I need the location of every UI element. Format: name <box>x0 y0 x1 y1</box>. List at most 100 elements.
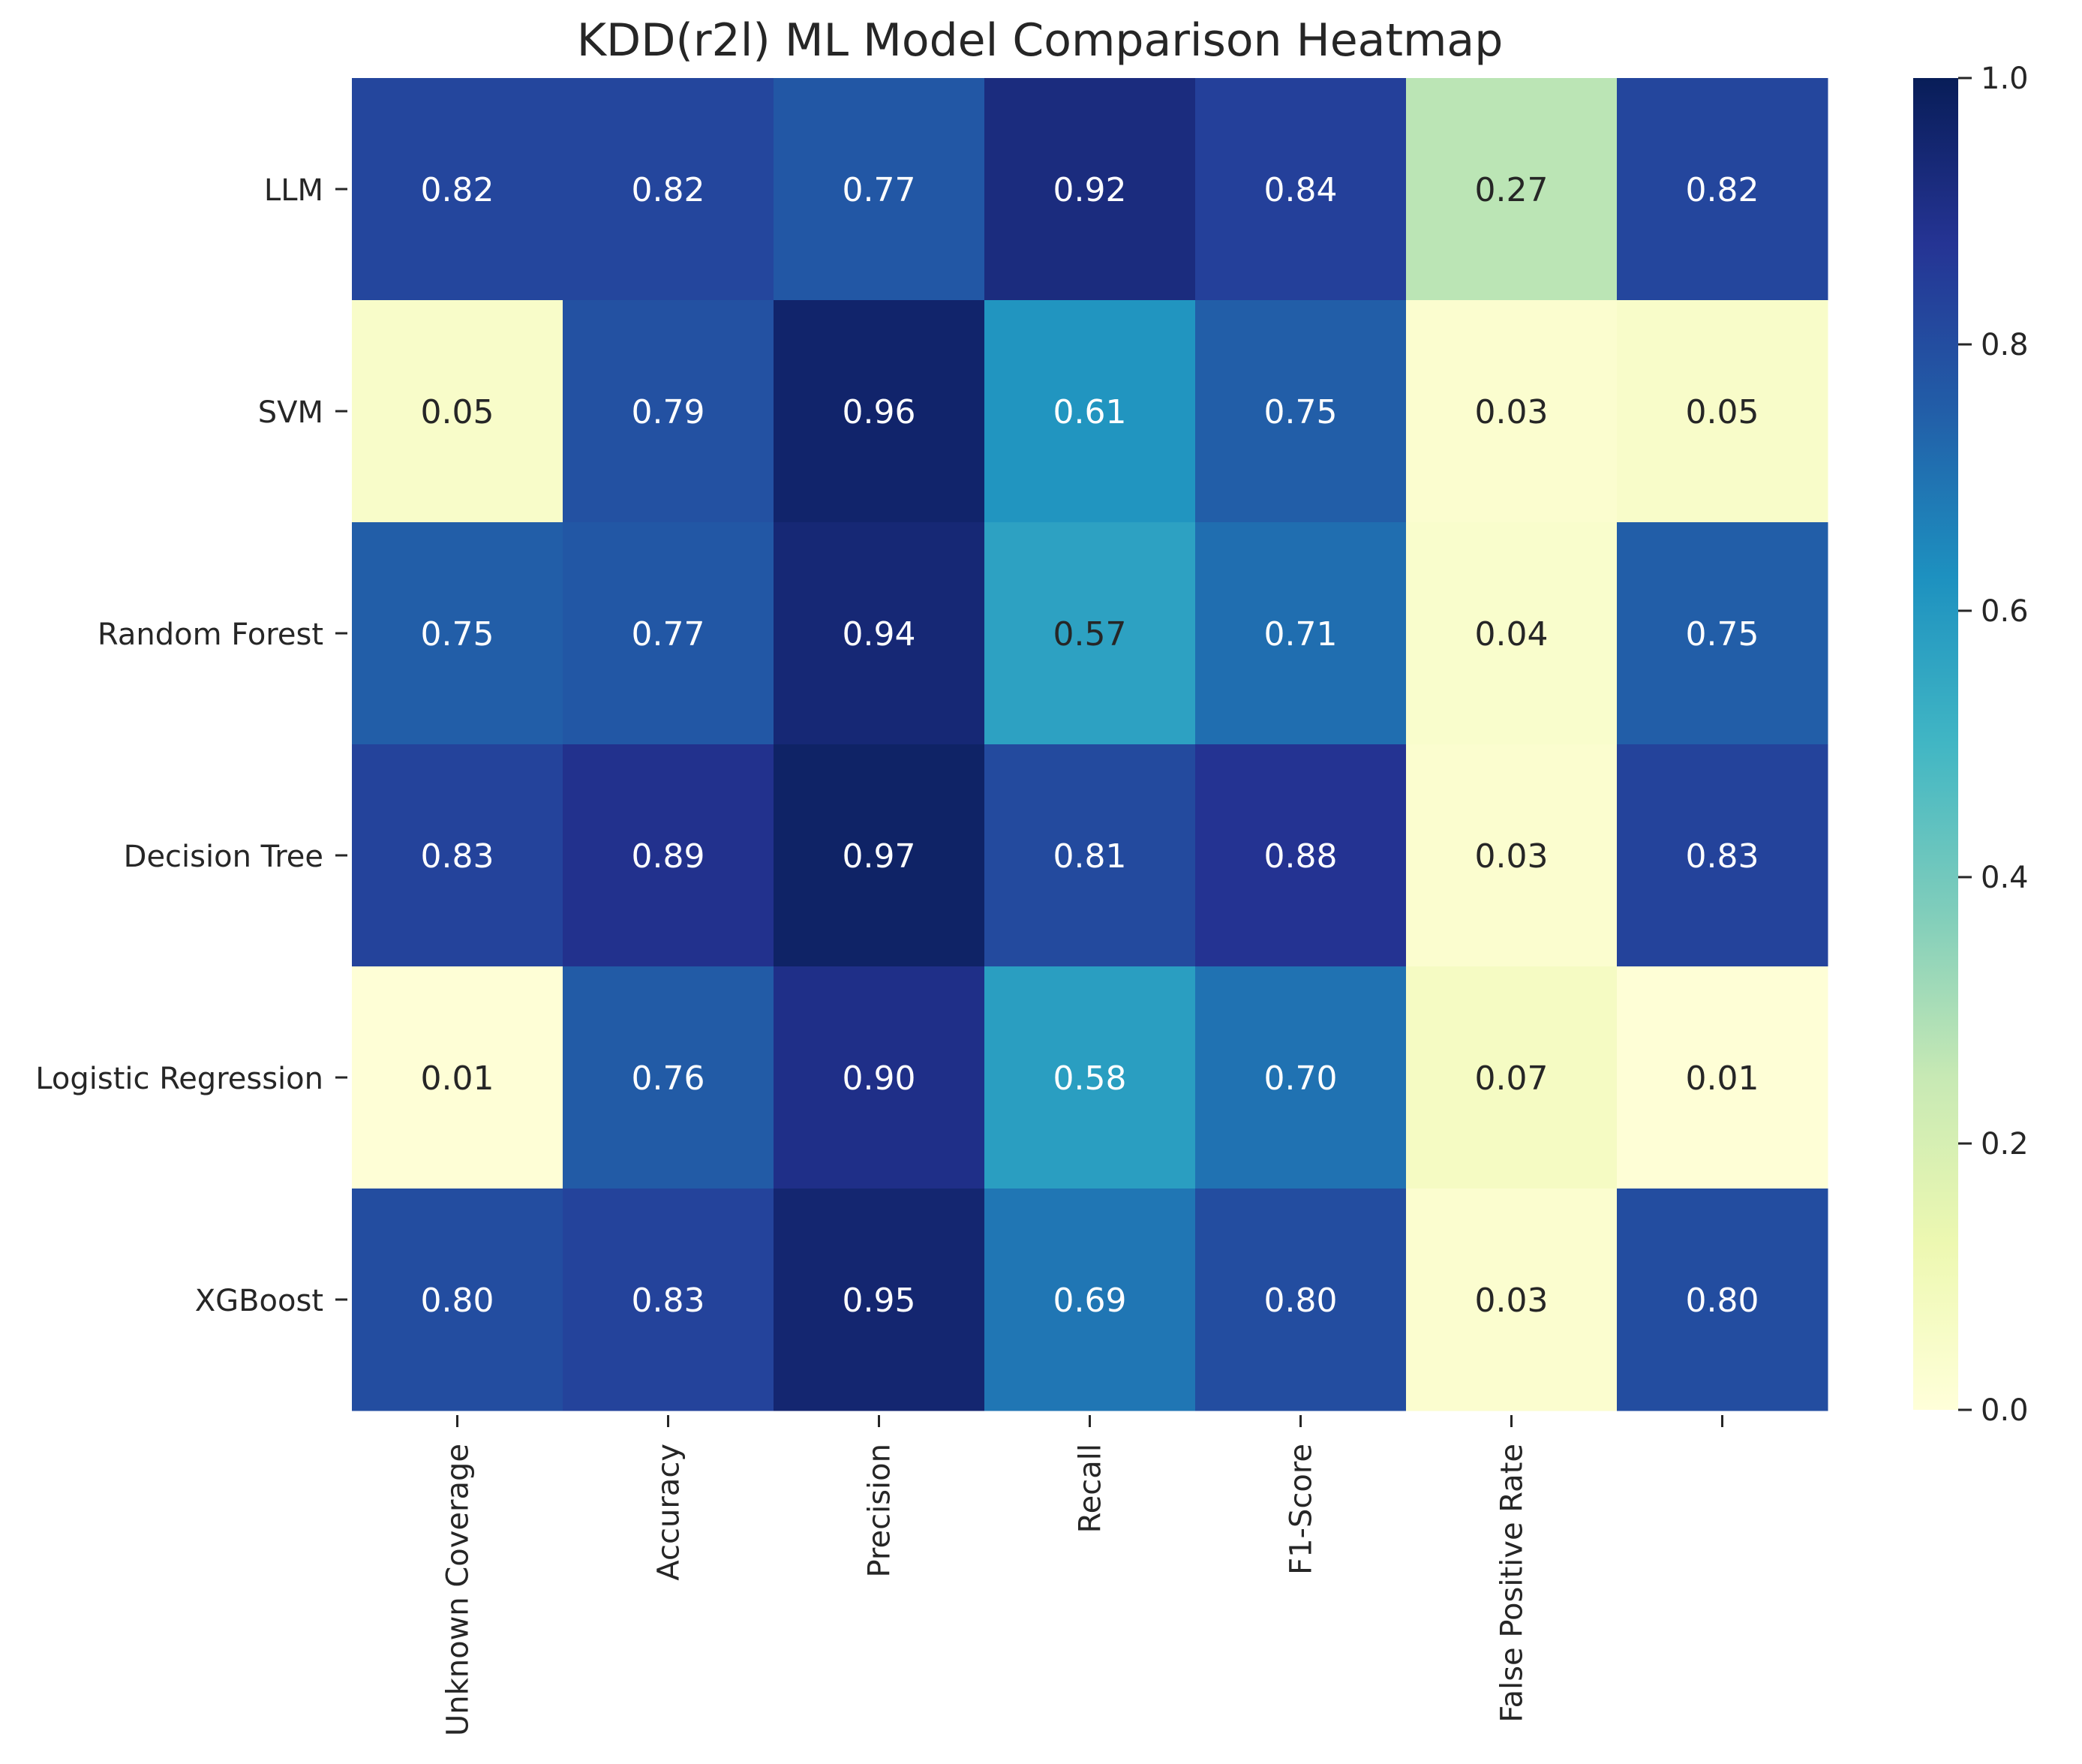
cell-value-label: 0.83 <box>421 837 494 876</box>
heatmap-cell <box>1406 522 1618 745</box>
colorbar-ticks: 0.0 0.2 0.4 0.6 0.8 1.0 <box>1958 62 2029 1428</box>
cell-value-label: 0.57 <box>1053 615 1127 654</box>
cell-value-label: 0.94 <box>843 615 916 654</box>
colorbar <box>1913 78 1958 1410</box>
column-label: F1-Score <box>1284 1444 1319 1575</box>
cell-value-label: 0.83 <box>1686 837 1759 876</box>
chart-title: KDD(r2l) ML Model Comparison Heatmap <box>577 14 1504 67</box>
heatmap-cell <box>563 300 774 523</box>
colorbar-tick-label: 0.6 <box>1981 594 2029 629</box>
heatmap-cell <box>352 300 563 523</box>
cell-value-label: 0.75 <box>421 615 494 654</box>
heatmap-cell <box>984 522 1196 745</box>
heatmap-cell <box>984 1189 1196 1411</box>
heatmap-cell <box>774 522 985 745</box>
heatmap-cell <box>984 966 1196 1189</box>
heatmap-cell <box>984 300 1196 523</box>
heatmap-cell <box>1195 78 1407 301</box>
heatmap-cell <box>1406 78 1618 301</box>
cell-value-label: 0.79 <box>632 393 705 431</box>
heatmap-cell <box>352 522 563 745</box>
cell-value-label: 0.75 <box>1686 615 1759 654</box>
heatmap-cell <box>1406 1189 1618 1411</box>
heatmap-cell <box>352 966 563 1189</box>
cell-value-label: 0.92 <box>1053 171 1127 209</box>
row-label: Logistic Regression <box>35 1062 323 1096</box>
heatmap-cell <box>774 744 985 967</box>
cell-value-label: 0.04 <box>1475 615 1549 654</box>
row-label: Random Forest <box>98 618 323 652</box>
heatmap-cell <box>984 744 1196 967</box>
cell-value-label: 0.84 <box>1264 171 1338 209</box>
heatmap-cell <box>563 522 774 745</box>
cell-value-label: 0.80 <box>1686 1282 1759 1320</box>
cell-value-label: 0.05 <box>1686 393 1759 431</box>
cell-value-label: 0.01 <box>1686 1059 1759 1098</box>
colorbar-tick-label: 0.2 <box>1981 1127 2029 1161</box>
colorbar-tick-label: 0.0 <box>1981 1393 2029 1428</box>
heatmap-cell <box>352 744 563 967</box>
cell-value-label: 0.89 <box>632 837 705 876</box>
row-label: Decision Tree <box>124 840 323 874</box>
cell-value-label: 0.90 <box>843 1059 916 1098</box>
heatmap-cell <box>1195 1189 1407 1411</box>
cell-value-label: 0.83 <box>632 1282 705 1320</box>
cell-value-label: 0.95 <box>843 1282 916 1320</box>
cell-value-label: 0.80 <box>1264 1282 1338 1320</box>
column-label: Accuracy <box>652 1444 686 1581</box>
cell-value-label: 0.03 <box>1475 393 1549 431</box>
heatmap-cell <box>1617 966 1828 1189</box>
cell-value-label: 0.82 <box>421 171 494 209</box>
heatmap-cell <box>1195 522 1407 745</box>
heatmap-cell <box>774 966 985 1189</box>
colorbar-tick-label: 0.4 <box>1981 861 2029 895</box>
heatmap-cell <box>774 1189 985 1411</box>
cell-value-label: 0.76 <box>632 1059 705 1098</box>
heatmap-cell <box>1195 744 1407 967</box>
heatmap-cell <box>352 78 563 301</box>
cell-value-label: 0.05 <box>421 393 494 431</box>
cell-value-label: 0.01 <box>421 1059 494 1098</box>
cell-value-label: 0.71 <box>1264 615 1338 654</box>
column-label: Precision <box>863 1444 897 1577</box>
cell-value-label: 0.75 <box>1264 393 1338 431</box>
heatmap-cell <box>352 1189 563 1411</box>
column-label: False Positive Rate <box>1495 1444 1530 1723</box>
heatmap-cell <box>1617 744 1828 967</box>
heatmap-cell <box>1406 966 1618 1189</box>
heatmap-cell <box>1195 966 1407 1189</box>
cell-value-label: 0.70 <box>1264 1059 1338 1098</box>
heatmap-cell <box>563 1189 774 1411</box>
heatmap-cell <box>1406 744 1618 967</box>
colorbar-tick-label: 0.8 <box>1981 328 2029 362</box>
cell-value-label: 0.03 <box>1475 1282 1549 1320</box>
row-labels: LLM SVM Random Forest Decision Tree Logistic… <box>35 173 347 1318</box>
heatmap-cell-labels: 0.82 0.82 0.77 0.92 0.84 0.27 0.82 0.05 0.79 0.96… <box>421 171 1759 1320</box>
cell-value-label: 0.03 <box>1475 837 1549 876</box>
cell-value-label: 0.77 <box>843 171 916 209</box>
column-label: Recall <box>1074 1444 1108 1533</box>
heatmap-cell <box>1617 1189 1828 1411</box>
heatmap-cell <box>1617 522 1828 745</box>
heatmap-cell <box>984 78 1196 301</box>
heatmap-cell <box>563 78 774 301</box>
heatmap-cell <box>774 300 985 523</box>
cell-value-label: 0.27 <box>1475 171 1549 209</box>
row-label: LLM <box>264 173 323 208</box>
cell-value-label: 0.07 <box>1475 1059 1549 1098</box>
cell-value-label: 0.81 <box>1053 837 1127 876</box>
cell-value-label: 0.82 <box>1686 171 1759 209</box>
heatmap-cell <box>1617 78 1828 301</box>
cell-value-label: 0.88 <box>1264 837 1338 876</box>
cell-value-label: 0.77 <box>632 615 705 654</box>
heatmap-cell <box>1617 300 1828 523</box>
cell-value-label: 0.61 <box>1053 393 1127 431</box>
column-labels: Unknown Coverage Accuracy Precision Recall F… <box>441 1415 1723 1736</box>
cell-value-label: 0.82 <box>632 171 705 209</box>
row-label: XGBoost <box>195 1284 323 1318</box>
heatmap-cell <box>1195 300 1407 523</box>
column-label: Unknown Coverage <box>441 1444 476 1736</box>
colorbar-tick-label: 1.0 <box>1981 62 2029 96</box>
heatmap-cell <box>563 966 774 1189</box>
